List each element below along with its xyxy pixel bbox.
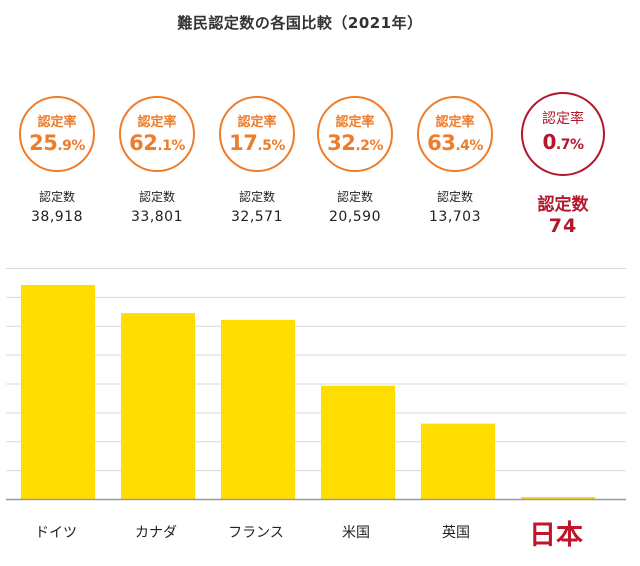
rate-value: 25.9% — [21, 131, 93, 155]
rate-dec: .9% — [57, 138, 85, 154]
count-label: 認定数 — [38, 190, 75, 204]
x-tick-label: ドイツ — [35, 525, 77, 541]
x-tick-label: 日本 — [529, 520, 583, 551]
x-tick-label: カナダ — [135, 525, 177, 541]
count-value: 32,571 — [231, 209, 283, 225]
count-label: 認定数 — [537, 195, 589, 215]
rate-label: 認定率 — [542, 111, 584, 127]
rate-value: 32.2% — [319, 131, 391, 155]
rate-value: 62.1% — [121, 131, 193, 155]
rate-dec: .2% — [355, 138, 383, 154]
rate-circle: 認定率 25.9% — [19, 96, 95, 172]
rate-int: 62 — [129, 131, 158, 155]
rate-label: 認定率 — [335, 115, 375, 130]
rate-dec: .4% — [455, 138, 483, 154]
rate-label: 認定率 — [237, 115, 277, 130]
count-value: 20,590 — [329, 209, 381, 225]
bar-0 — [21, 284, 95, 499]
bar-2 — [221, 319, 295, 499]
rate-circle: 認定率 32.2% — [317, 96, 393, 172]
rate-dec: .7% — [555, 137, 584, 153]
rate-circle: 認定率 63.4% — [417, 96, 493, 172]
count-value: 13,703 — [429, 209, 481, 225]
chart-title: 難民認定数の各国比較（2021年） — [177, 14, 423, 32]
rate-dec: .5% — [257, 138, 285, 154]
rate-and-count-row: 認定率 25.9% 認定数 38,918 認定率 62.1% 認定数 33,80… — [0, 92, 640, 256]
rate-circle: 認定率 62.1% — [119, 96, 195, 172]
bar-3 — [321, 385, 395, 499]
rate-int: 25 — [29, 131, 58, 155]
rate-value: 17.5% — [221, 131, 293, 155]
bar-1 — [121, 313, 195, 499]
rate-value: 0.7% — [523, 130, 603, 154]
count-label: 認定数 — [138, 190, 175, 204]
rate-circle: 認定率 0.7% — [521, 92, 605, 176]
country-stat-japan: 認定率 0.7% 認定数 74 — [513, 92, 613, 237]
country-stat-france: 認定率 17.5% 認定数 32,571 — [207, 96, 307, 225]
bar-4 — [421, 423, 495, 499]
rate-label: 認定率 — [37, 115, 77, 130]
count-value: 33,801 — [131, 209, 183, 225]
rate-dec: .1% — [157, 138, 185, 154]
rate-circle: 認定率 17.5% — [219, 96, 295, 172]
country-stat-germany: 認定率 25.9% 認定数 38,918 — [7, 96, 107, 225]
rate-label: 認定率 — [435, 115, 475, 130]
rate-int: 0 — [542, 130, 556, 154]
rate-int: 63 — [427, 131, 456, 155]
count-label: 認定数 — [336, 190, 373, 204]
rate-int: 32 — [327, 131, 356, 155]
bar-5 — [521, 497, 595, 499]
rate-value: 63.4% — [419, 131, 491, 155]
count-value: 74 — [548, 215, 578, 237]
x-tick-label: 米国 — [342, 525, 370, 541]
x-tick-label: フランス — [228, 525, 284, 541]
count-value: 38,918 — [31, 209, 83, 225]
count-label: 認定数 — [238, 190, 275, 204]
bar-chart: ドイツ カナダ フランス 米国 英国 日本 — [6, 268, 626, 551]
country-stat-usa: 認定率 32.2% 認定数 20,590 — [305, 96, 405, 225]
country-stat-uk: 認定率 63.4% 認定数 13,703 — [405, 96, 505, 225]
x-tick-label: 英国 — [442, 524, 470, 541]
country-stat-canada: 認定率 62.1% 認定数 33,801 — [107, 96, 207, 225]
count-label: 認定数 — [436, 190, 473, 204]
rate-label: 認定率 — [137, 115, 177, 130]
rate-int: 17 — [229, 131, 258, 155]
